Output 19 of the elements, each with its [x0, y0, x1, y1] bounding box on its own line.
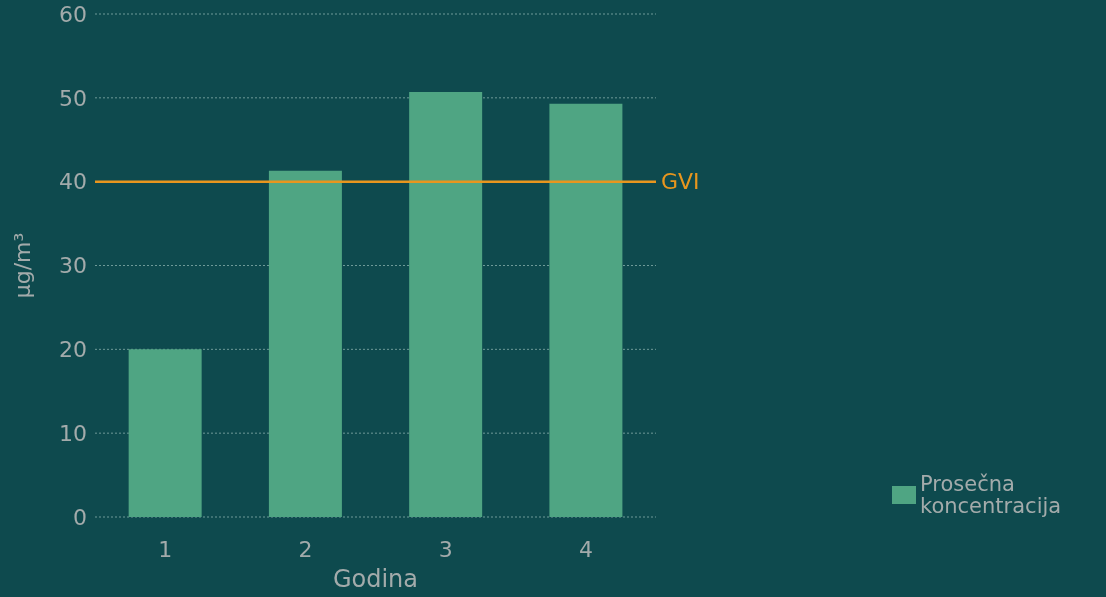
- y-tick-label: 40: [59, 169, 87, 195]
- y-tick-label: 10: [59, 420, 87, 446]
- x-tick-label: 3: [438, 536, 453, 562]
- x-tick-label: 4: [578, 536, 593, 562]
- x-tick-label: 2: [298, 536, 313, 562]
- y-tick-label: 20: [59, 337, 87, 363]
- x-tick-label: 1: [158, 536, 173, 562]
- bar: [128, 349, 202, 517]
- ref-line-label: GVI: [661, 169, 700, 195]
- bar: [549, 103, 623, 517]
- y-tick-label: 60: [59, 1, 87, 27]
- y-tick-label: 30: [59, 253, 87, 279]
- legend-label: Prosečna koncentracija: [920, 472, 1063, 518]
- bar: [268, 170, 342, 517]
- bar: [409, 91, 483, 517]
- y-axis-title: µg/m³: [9, 232, 35, 299]
- y-tick-label: 0: [73, 504, 87, 530]
- y-tick-label: 50: [59, 85, 87, 111]
- x-axis-title: Godina: [332, 565, 419, 593]
